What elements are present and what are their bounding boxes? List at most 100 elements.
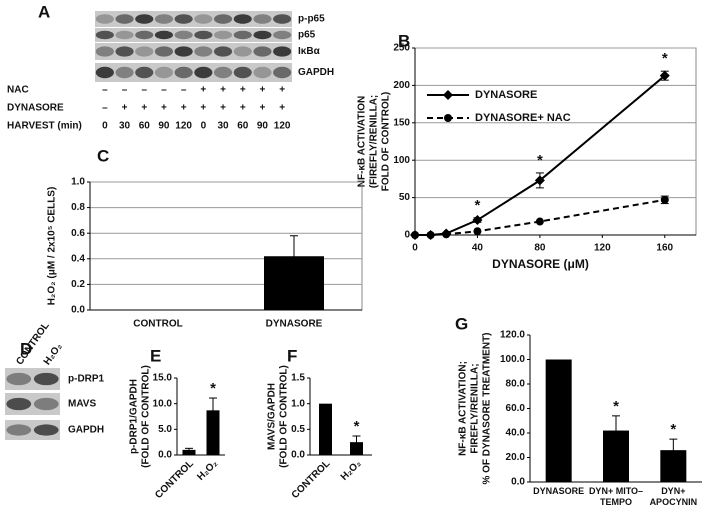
band-label: GAPDH xyxy=(68,425,104,436)
bar xyxy=(545,359,572,482)
marker xyxy=(472,215,483,226)
panel-letter: A xyxy=(38,2,50,21)
blot-band xyxy=(154,30,174,40)
panel-letter: E xyxy=(150,346,161,365)
y-axis-label: (FOLD OF CONTROL) xyxy=(279,365,290,468)
blot-band xyxy=(174,46,193,57)
x-tick-label: CONTROL xyxy=(153,458,196,501)
significance: * xyxy=(475,197,481,214)
legend-marker xyxy=(443,90,453,100)
y-tick-label: 0.8 xyxy=(71,202,85,213)
blot-band xyxy=(194,46,213,57)
condition-value: – xyxy=(181,85,187,96)
blot-band xyxy=(95,66,114,79)
blot-band xyxy=(115,14,134,24)
blot-band xyxy=(115,46,134,57)
blot-band xyxy=(115,66,134,79)
condition-label: HARVEST (min) xyxy=(7,121,82,132)
band-label: p65 xyxy=(298,30,316,41)
condition-value: 90 xyxy=(257,121,269,132)
y-tick-label: 0.5 xyxy=(291,424,305,435)
y-tick-label: 250 xyxy=(393,43,410,54)
condition-label: NAC xyxy=(7,85,29,96)
blot-band xyxy=(174,66,193,79)
x-tick-label: H₂O₂ xyxy=(195,458,220,483)
condition-label: DYNASORE xyxy=(7,103,64,114)
condition-value: + xyxy=(240,103,246,114)
lane-label: H₂O₂ xyxy=(42,341,65,367)
blot-band xyxy=(174,14,193,24)
band-label: p-DRP1 xyxy=(68,374,105,385)
marker xyxy=(534,175,545,186)
blot-band xyxy=(253,46,272,57)
x-tick-label: CONTROL xyxy=(133,319,182,330)
y-axis-label: (FOLD OF CONTROL) xyxy=(141,365,152,468)
marker xyxy=(411,231,419,239)
marker xyxy=(535,217,544,226)
y-tick-label: 50 xyxy=(399,192,411,203)
blot-band xyxy=(233,14,252,24)
blot-band xyxy=(135,14,154,24)
blot-band xyxy=(213,30,233,40)
panel-letter: G xyxy=(455,314,468,333)
y-tick-label: 5.0 xyxy=(158,424,172,435)
blot-strip xyxy=(95,43,292,60)
significance: * xyxy=(354,418,360,435)
x-tick-label-box: DYNASORE xyxy=(533,486,584,496)
condition-value: – xyxy=(122,85,128,96)
y-axis-label: (FIREFLY/RENILLA; xyxy=(369,95,380,189)
blot-band xyxy=(33,372,59,386)
y-tick-label: 100.0 xyxy=(500,354,525,365)
legend-label: DYNASORE+ NAC xyxy=(475,112,571,124)
panel-letter: F xyxy=(287,346,297,365)
condition-value: 90 xyxy=(158,121,170,132)
significance: * xyxy=(613,398,619,415)
blot-band xyxy=(135,46,154,57)
blot-band xyxy=(135,30,154,40)
condition-value: 120 xyxy=(274,121,291,132)
y-axis-label: FIREFLY/RENILLA; xyxy=(470,363,481,453)
condition-value: + xyxy=(141,103,147,114)
x-tick-label: 120 xyxy=(594,243,611,254)
blot-band xyxy=(194,30,213,40)
y-tick-label: 0.0 xyxy=(511,477,525,488)
condition-value: + xyxy=(260,103,266,114)
plot-frame xyxy=(414,47,697,236)
condition-value: 0 xyxy=(201,121,207,132)
y-axis-label: H₂O₂ (μM / 2x10⁵ CELLS) xyxy=(47,187,58,306)
y-axis-label: MAVS/GAPDH xyxy=(267,383,278,450)
y-tick-label: 120.0 xyxy=(500,330,525,341)
y-tick-label: 0.4 xyxy=(71,253,85,264)
x-tick-label: 40 xyxy=(472,243,484,254)
y-tick-label: 1.5 xyxy=(291,373,305,384)
x-tick-label: 160 xyxy=(656,243,673,254)
band-label: MAVS xyxy=(68,399,96,410)
band-label: p-p65 xyxy=(298,14,325,25)
condition-value: 30 xyxy=(119,121,131,132)
condition-value: + xyxy=(161,103,167,114)
panel-letter: B xyxy=(398,31,410,50)
y-tick-label: 10.0 xyxy=(153,398,173,409)
blot-band xyxy=(253,66,272,79)
condition-value: + xyxy=(220,85,226,96)
y-tick-label: 0.0 xyxy=(291,450,305,461)
condition-value: + xyxy=(200,103,206,114)
x-tick-label: DYN+ APOCYNIN xyxy=(649,486,698,507)
bar xyxy=(206,410,220,455)
condition-value: 60 xyxy=(237,121,249,132)
x-tick-label: 80 xyxy=(534,243,546,254)
blot-band xyxy=(273,14,292,24)
y-tick-label: 0.6 xyxy=(71,228,85,239)
x-tick-label: DYN+ MITO–TEMPO xyxy=(588,486,644,507)
y-tick-label: 80.0 xyxy=(506,379,526,390)
significance: * xyxy=(537,152,543,169)
marker xyxy=(473,227,482,236)
y-tick-label: 15.0 xyxy=(153,373,173,384)
blot-band xyxy=(6,424,32,436)
blot-band xyxy=(194,14,213,24)
condition-value: 30 xyxy=(217,121,229,132)
condition-value: – xyxy=(102,103,108,114)
y-tick-label: 200 xyxy=(393,80,410,91)
condition-value: + xyxy=(240,85,246,96)
